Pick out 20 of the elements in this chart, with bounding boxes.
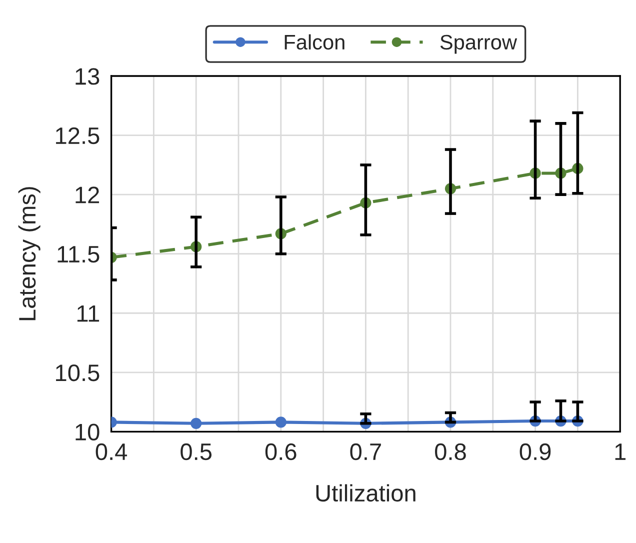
legend-label: Sparrow — [440, 34, 518, 54]
x-tick-label: 1 — [615, 444, 626, 460]
y-tick-label: 10.5 — [56, 364, 100, 382]
legend-label: Falcon — [284, 34, 344, 50]
x-tick-label: 0.5 — [180, 443, 212, 460]
y-tick-label: 11 — [77, 305, 100, 322]
x-tick-label: 0.4 — [96, 443, 128, 460]
x-axis-title: Utilization — [316, 484, 416, 502]
x-tick-label: 0.8 — [435, 443, 466, 460]
point — [190, 418, 202, 429]
y-tick-label: 10 — [76, 424, 100, 440]
point — [275, 416, 286, 428]
x-tick-label: 0.7 — [350, 443, 381, 460]
x-tick-label: 0.6 — [265, 443, 296, 460]
y-tick-label: 12 — [76, 186, 100, 204]
y-tick-label: 11.5 — [58, 246, 100, 263]
y-axis-title: Latency (ms) — [18, 187, 40, 320]
y-tick-label: 12.5 — [56, 127, 100, 144]
x-tick-label: 0.9 — [520, 443, 551, 460]
y-tick-label: 13 — [76, 68, 100, 85]
